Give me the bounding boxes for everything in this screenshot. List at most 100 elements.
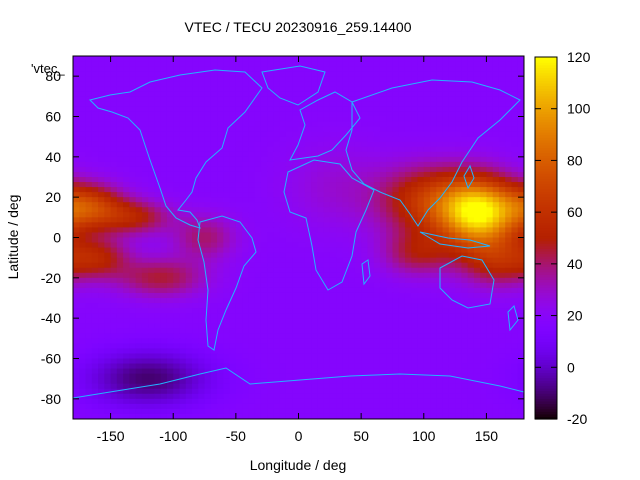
heatmap-cell — [461, 348, 469, 355]
heatmap-cell — [204, 242, 212, 249]
heatmap-cell — [473, 267, 481, 274]
heatmap-cell — [311, 192, 318, 198]
heatmap-cell — [392, 66, 400, 72]
heatmap-cell — [91, 171, 99, 178]
heatmap-cell — [148, 56, 156, 62]
heatmap-cell — [192, 298, 199, 304]
heatmap-cell — [348, 56, 356, 62]
heatmap-cell — [486, 318, 494, 324]
heatmap-cell — [179, 111, 187, 118]
heatmap-cell — [135, 136, 143, 143]
heatmap-cell — [273, 313, 281, 319]
heatmap-cell — [204, 318, 212, 324]
heatmap-cell — [166, 292, 174, 299]
heatmap-cell — [204, 141, 212, 148]
heatmap-cell — [160, 308, 168, 314]
heatmap-cell — [123, 121, 130, 128]
heatmap-cell — [235, 56, 243, 62]
heatmap-cell — [73, 318, 80, 324]
heatmap-cell — [461, 388, 469, 395]
heatmap-cell — [166, 358, 174, 365]
heatmap-cell — [461, 101, 469, 108]
heatmap-cell — [348, 187, 356, 193]
heatmap-cell — [217, 101, 224, 108]
heatmap-cell — [436, 262, 444, 269]
heatmap-cell — [204, 101, 212, 108]
heatmap-cell — [242, 197, 249, 203]
heatmap-cell — [198, 182, 206, 188]
heatmap-cell — [116, 217, 124, 223]
heatmap-cell — [404, 126, 412, 133]
heatmap-cell — [198, 136, 206, 143]
heatmap-cell — [348, 383, 356, 390]
heatmap-cell — [348, 373, 356, 380]
heatmap-cell — [267, 237, 275, 244]
heatmap-cell — [273, 192, 281, 198]
heatmap-cell — [116, 388, 124, 395]
heatmap-cell — [398, 232, 406, 239]
heatmap-cell — [91, 328, 99, 334]
heatmap-cell — [248, 146, 256, 153]
heatmap-cell — [116, 91, 124, 97]
heatmap-cell — [304, 217, 312, 223]
heatmap-cell — [229, 292, 237, 299]
heatmap-cell — [285, 318, 293, 324]
heatmap-cell — [392, 252, 400, 259]
heatmap-cell — [448, 237, 456, 244]
heatmap-cell — [229, 308, 237, 314]
heatmap-cell — [329, 171, 337, 178]
heatmap-cell — [217, 383, 224, 390]
heatmap-cell — [417, 156, 425, 163]
heatmap-cell — [486, 328, 494, 334]
heatmap-cell — [373, 141, 381, 148]
heatmap-cell — [455, 277, 462, 284]
heatmap-cell — [166, 403, 174, 410]
heatmap-cell — [442, 202, 450, 208]
heatmap-cell — [129, 267, 137, 274]
heatmap-cell — [336, 86, 343, 92]
heatmap-cell — [398, 308, 406, 314]
heatmap-cell — [442, 166, 450, 173]
heatmap-cell — [311, 56, 318, 62]
heatmap-cell — [354, 383, 362, 390]
heatmap-cell — [354, 237, 362, 244]
heatmap-cell — [461, 61, 469, 67]
heatmap-cell — [336, 318, 343, 324]
heatmap-cell — [354, 343, 362, 350]
heatmap-cell — [116, 76, 124, 82]
heatmap-cell — [342, 182, 350, 188]
heatmap-cell — [198, 76, 206, 82]
heatmap-cell — [336, 242, 343, 249]
heatmap-cell — [179, 131, 187, 138]
heatmap-cell — [392, 368, 400, 375]
heatmap-cell — [204, 136, 212, 143]
heatmap-cell — [129, 403, 137, 410]
heatmap-cell — [317, 282, 325, 289]
heatmap-cell — [129, 212, 137, 218]
heatmap-cell — [367, 141, 375, 148]
heatmap-cell — [104, 101, 112, 108]
heatmap-cell — [323, 333, 331, 339]
heatmap-cell — [379, 227, 387, 234]
heatmap-cell — [267, 91, 275, 97]
heatmap-cell — [242, 308, 249, 314]
heatmap-cell — [85, 141, 93, 148]
heatmap-cell — [179, 272, 187, 279]
heatmap-cell — [304, 121, 312, 128]
heatmap-cell — [317, 242, 325, 249]
heatmap-cell — [505, 111, 513, 118]
heatmap-cell — [185, 267, 193, 274]
heatmap-cell — [317, 232, 325, 239]
heatmap-cell — [329, 328, 337, 334]
heatmap-cell — [486, 171, 494, 178]
heatmap-cell — [210, 61, 218, 67]
heatmap-cell — [348, 348, 356, 355]
heatmap-cell — [166, 348, 174, 355]
heatmap-cell — [123, 156, 130, 163]
heatmap-cell — [498, 182, 506, 188]
heatmap-cell — [386, 323, 394, 329]
heatmap-cell — [279, 262, 287, 269]
heatmap-cell — [430, 151, 437, 158]
heatmap-cell — [110, 333, 118, 339]
heatmap-cell — [517, 141, 524, 148]
